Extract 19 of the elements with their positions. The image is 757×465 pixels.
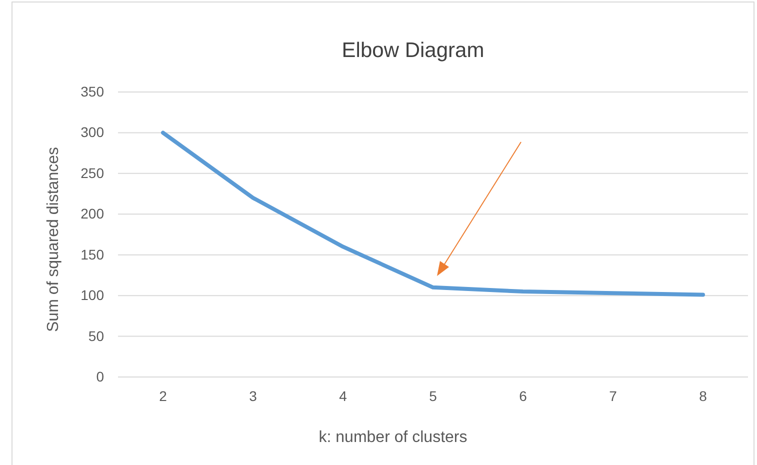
y-tick-label: 350 — [80, 83, 104, 100]
y-tick-label: 300 — [80, 124, 104, 140]
x-tick-label: 2 — [159, 388, 168, 404]
x-tick-label: 4 — [339, 388, 348, 404]
y-axis-title: Sum of squared distances — [45, 147, 62, 332]
y-tick-label: 0 — [96, 368, 104, 384]
x-tick-label: 7 — [609, 388, 618, 404]
y-tick-label: 200 — [80, 206, 104, 222]
x-tick-label: 8 — [699, 388, 708, 404]
y-tick-label: 150 — [80, 246, 104, 262]
chart-title: Elbow Diagram — [342, 39, 484, 62]
x-tick-label: 5 — [429, 388, 438, 404]
x-axis-title: k: number of clusters — [318, 429, 468, 446]
x-tick-label: 3 — [249, 388, 258, 404]
y-tick-label: 250 — [80, 164, 104, 181]
y-tick-label: 50 — [88, 328, 104, 344]
y-tick-label: 100 — [80, 287, 104, 304]
x-tick-label: 6 — [519, 388, 528, 404]
line-series — [161, 130, 705, 297]
